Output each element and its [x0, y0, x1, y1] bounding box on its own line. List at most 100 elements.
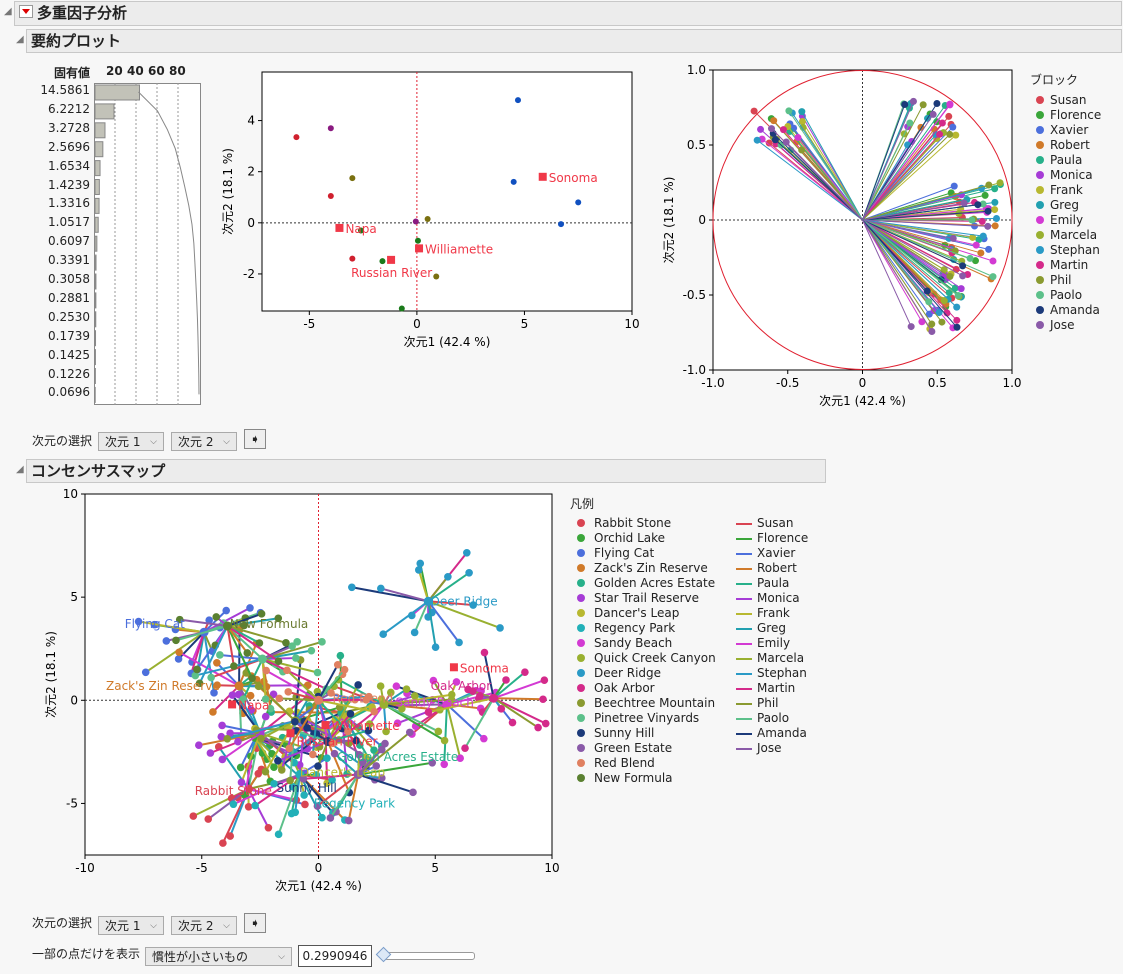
block-product-point: [370, 707, 379, 716]
loading-point: [966, 254, 974, 262]
consensus-map-header[interactable]: コンセンサスマップ: [26, 459, 826, 483]
block-product-point: [243, 649, 252, 657]
block-spoke: [383, 703, 439, 733]
eigenvalue-header: 固有値: [54, 66, 91, 80]
y-tick-label: -0.5: [683, 288, 706, 302]
block-product-point: [237, 778, 246, 787]
y-axis-label: 次元2 (18.1 %): [221, 148, 235, 235]
block-legend-item: Jose: [736, 741, 782, 755]
block-product-point: [541, 719, 550, 728]
loading-point: [957, 285, 965, 293]
legend-dot-icon: [1036, 321, 1044, 329]
block-legend-item: Phil: [736, 696, 779, 710]
block-product-point: [508, 718, 517, 727]
threshold-slider[interactable]: [383, 952, 475, 960]
legend-line-icon: [736, 582, 752, 585]
mfa-header[interactable]: 多重因子分析: [14, 1, 1122, 26]
block-spoke: [327, 729, 369, 743]
product-legend-item: Green Estate: [577, 741, 672, 755]
loading-arrow: [862, 219, 930, 315]
block-product-point: [392, 682, 401, 690]
loading-point: [981, 191, 989, 199]
legend-item-jose: Jose: [1036, 318, 1075, 332]
collapse-icon[interactable]: ◢: [16, 34, 24, 45]
legend-line-icon: [736, 597, 752, 600]
block-spoke: [265, 669, 319, 702]
loading-point: [765, 139, 773, 147]
block-product-point: [355, 751, 363, 759]
block-product-point: [330, 749, 339, 758]
block-spoke: [493, 697, 539, 729]
loading-point: [989, 273, 997, 281]
dim-x-select[interactable]: 次元 1 ⌵: [98, 916, 164, 935]
threshold-input[interactable]: 0.2990946: [298, 945, 372, 967]
block-product-point: [206, 749, 215, 757]
loading-arrow: [756, 139, 863, 221]
block-spoke: [299, 757, 328, 776]
block-product-point: [328, 776, 336, 784]
block-spoke: [483, 652, 495, 699]
loading-arrow: [862, 219, 928, 292]
summary-plot-header[interactable]: 要約プロット: [26, 29, 1122, 53]
block-spoke: [383, 703, 440, 711]
block-product-point: [469, 687, 477, 695]
eigenvalue-bar: [94, 160, 101, 177]
block-spoke: [262, 645, 293, 660]
legend-label: Sunny Hill: [594, 726, 655, 740]
loading-point: [928, 320, 936, 328]
block-product-point: [377, 745, 386, 754]
block-product-point: [299, 775, 308, 783]
block-legend-item: Paula: [736, 576, 789, 590]
legend-label: Red Blend: [594, 756, 655, 770]
block-point: [293, 134, 300, 141]
block-spoke: [427, 571, 470, 603]
legend-dot-icon: [577, 774, 585, 782]
loading-arrow: [862, 134, 951, 221]
subset-select[interactable]: 慣性が小さいもの ⌵: [145, 947, 292, 966]
correlation-circle-plot: -1.0 -0.5 0 0.5 1.0 1.0 0.5 0 -0.5 -1.0 次元1 (42.4 …: [662, 63, 1022, 408]
dim-y-select[interactable]: 次元 2 ⌵: [171, 432, 237, 451]
dim-x-select[interactable]: 次元 1 ⌵: [98, 432, 164, 451]
block-spoke: [446, 703, 485, 740]
block-spoke: [427, 600, 501, 629]
block-product-point: [270, 763, 278, 772]
loading-point: [750, 107, 758, 115]
block-spoke: [226, 625, 235, 667]
block-product-point: [318, 638, 326, 646]
collapse-icon[interactable]: ◢: [4, 6, 12, 17]
x-tick-label: 1.0: [1002, 376, 1021, 390]
block-product-point: [285, 744, 294, 753]
dim-y-select[interactable]: 次元 2 ⌵: [171, 916, 237, 935]
legend-label: Emily: [757, 636, 791, 650]
block-legend-item: Paolo: [736, 711, 789, 725]
eigenvalue-bar: [94, 273, 97, 290]
block-spoke: [464, 697, 495, 749]
block-spoke: [337, 678, 385, 706]
loading-point: [907, 323, 915, 331]
block-product-point: [134, 617, 143, 626]
group-label: Sonoma: [460, 661, 509, 675]
loading-arrow: [862, 184, 989, 221]
block-legend-item: Robert: [736, 561, 797, 575]
collapse-icon[interactable]: ◢: [16, 464, 24, 475]
block-spoke: [443, 704, 448, 765]
legend-label: Deer Ridge: [594, 666, 662, 680]
legend-label: Pinetree Vinyards: [594, 711, 700, 725]
legend-dot-icon: [1036, 156, 1044, 164]
x-tick-label: 0.5: [928, 376, 947, 390]
block-product-point: [240, 621, 248, 630]
red-triangle-menu-icon[interactable]: [19, 5, 33, 18]
product-label: Zack's Zin Reserve: [106, 679, 220, 693]
chevron-down-icon: ⌵: [223, 921, 230, 931]
block-product-point: [284, 688, 293, 696]
apply-arrow-button[interactable]: ➧: [244, 429, 266, 449]
block-product-point: [444, 573, 452, 581]
loading-point: [979, 232, 987, 240]
legend-label: Frank: [1050, 183, 1083, 197]
block-product-point: [217, 732, 226, 741]
block-product-point: [372, 762, 381, 770]
loading-arrow: [788, 110, 863, 221]
apply-arrow-button[interactable]: ➧: [244, 913, 266, 933]
loading-arrow: [862, 219, 981, 254]
block-product-point: [257, 610, 266, 618]
